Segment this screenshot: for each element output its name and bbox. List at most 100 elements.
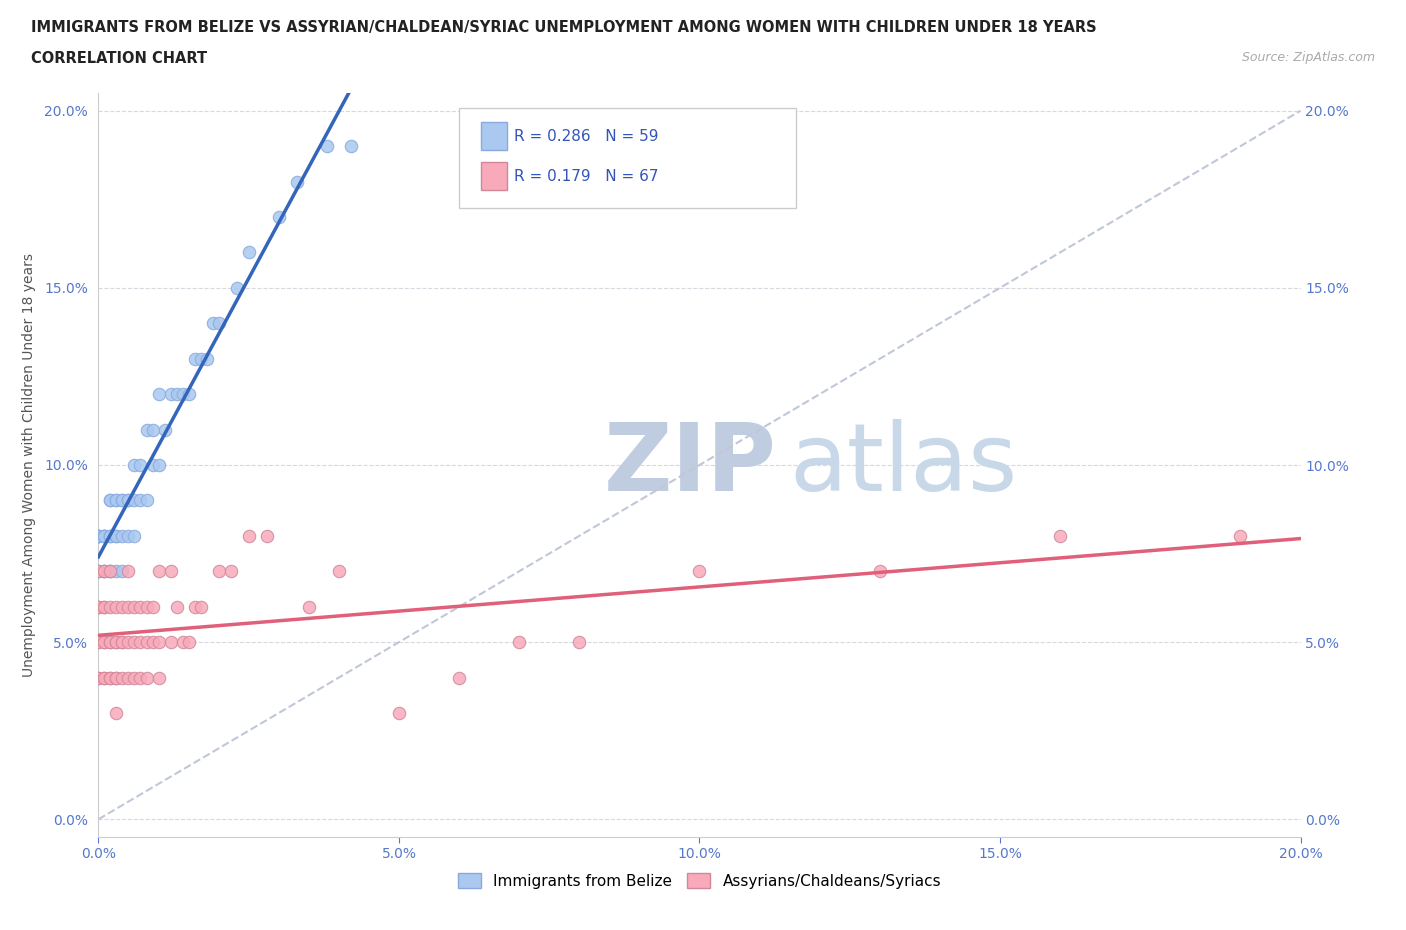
Point (117, 564, 139, 578)
Legend: Immigrants from Belize, Assyrians/Chaldeans/Syriacs: Immigrants from Belize, Assyrians/Chalde… (450, 865, 949, 897)
Point (105, 528, 128, 543)
Point (93, 528, 115, 543)
Point (135, 671, 157, 685)
Point (100, 671, 122, 685)
Point (100, 564, 122, 578)
Point (148, 564, 170, 578)
Text: IMMIGRANTS FROM BELIZE VS ASSYRIAN/CHALDEAN/SYRIAC UNEMPLOYMENT AMONG WOMEN WITH: IMMIGRANTS FROM BELIZE VS ASSYRIAN/CHALD… (31, 20, 1097, 35)
Point (105, 493, 128, 508)
Point (93, 564, 115, 578)
Point (141, 634, 163, 649)
Point (238, 528, 260, 543)
Point (105, 706, 128, 721)
Point (100, 493, 122, 508)
Point (153, 422, 176, 437)
Point (159, 387, 181, 402)
Point (177, 387, 200, 402)
Point (100, 564, 122, 578)
Point (256, 528, 278, 543)
Point (93, 564, 115, 578)
Point (124, 671, 146, 685)
Point (93, 671, 115, 685)
Text: CORRELATION CHART: CORRELATION CHART (31, 51, 207, 66)
Point (93, 671, 115, 685)
Point (117, 493, 139, 508)
Point (93, 528, 115, 543)
Point (87, 564, 110, 578)
Point (508, 634, 530, 649)
Point (340, 139, 363, 153)
Point (111, 564, 134, 578)
Point (124, 634, 146, 649)
Point (225, 281, 247, 296)
Point (105, 493, 128, 508)
Point (105, 634, 128, 649)
Point (117, 599, 139, 614)
FancyBboxPatch shape (481, 162, 508, 191)
Point (447, 671, 470, 685)
Point (238, 245, 260, 259)
Point (100, 671, 122, 685)
Point (124, 493, 146, 508)
Point (141, 599, 163, 614)
Point (87, 528, 110, 543)
Point (87, 634, 110, 649)
Point (100, 528, 122, 543)
Point (111, 634, 134, 649)
Point (117, 671, 139, 685)
Text: atlas: atlas (790, 419, 1018, 511)
Point (100, 634, 122, 649)
Point (124, 458, 146, 472)
Point (172, 387, 194, 402)
Point (93, 634, 115, 649)
Point (219, 564, 242, 578)
Point (87, 528, 110, 543)
Text: R = 0.286   N = 59: R = 0.286 N = 59 (515, 128, 659, 143)
Point (124, 599, 146, 614)
Point (869, 564, 891, 578)
Point (117, 634, 139, 649)
Point (87, 599, 110, 614)
Point (328, 564, 350, 578)
Point (388, 706, 411, 721)
Text: R = 0.179   N = 67: R = 0.179 N = 67 (515, 169, 659, 184)
Y-axis label: Unemployment Among Women with Children Under 18 years: Unemployment Among Women with Children U… (22, 253, 35, 677)
Point (148, 671, 170, 685)
Point (87, 671, 110, 685)
Point (267, 209, 290, 224)
Point (124, 528, 146, 543)
Point (87, 528, 110, 543)
Point (141, 422, 163, 437)
Point (129, 599, 152, 614)
Point (87, 528, 110, 543)
Point (129, 634, 152, 649)
Point (93, 528, 115, 543)
Point (100, 599, 122, 614)
Point (195, 352, 218, 366)
Point (105, 634, 128, 649)
Point (105, 671, 128, 685)
Point (87, 528, 110, 543)
Point (141, 458, 163, 472)
Point (100, 564, 122, 578)
Point (183, 352, 205, 366)
Point (105, 671, 128, 685)
Point (93, 528, 115, 543)
Point (159, 564, 181, 578)
Point (100, 493, 122, 508)
Point (105, 564, 128, 578)
Point (111, 671, 134, 685)
Point (568, 634, 591, 649)
Point (135, 599, 157, 614)
Point (93, 599, 115, 614)
Point (190, 352, 212, 366)
Point (1049, 528, 1071, 543)
Point (93, 634, 115, 649)
Point (689, 564, 711, 578)
Point (87, 564, 110, 578)
Point (93, 599, 115, 614)
Point (100, 528, 122, 543)
Point (285, 174, 308, 189)
Point (100, 634, 122, 649)
Point (87, 634, 110, 649)
